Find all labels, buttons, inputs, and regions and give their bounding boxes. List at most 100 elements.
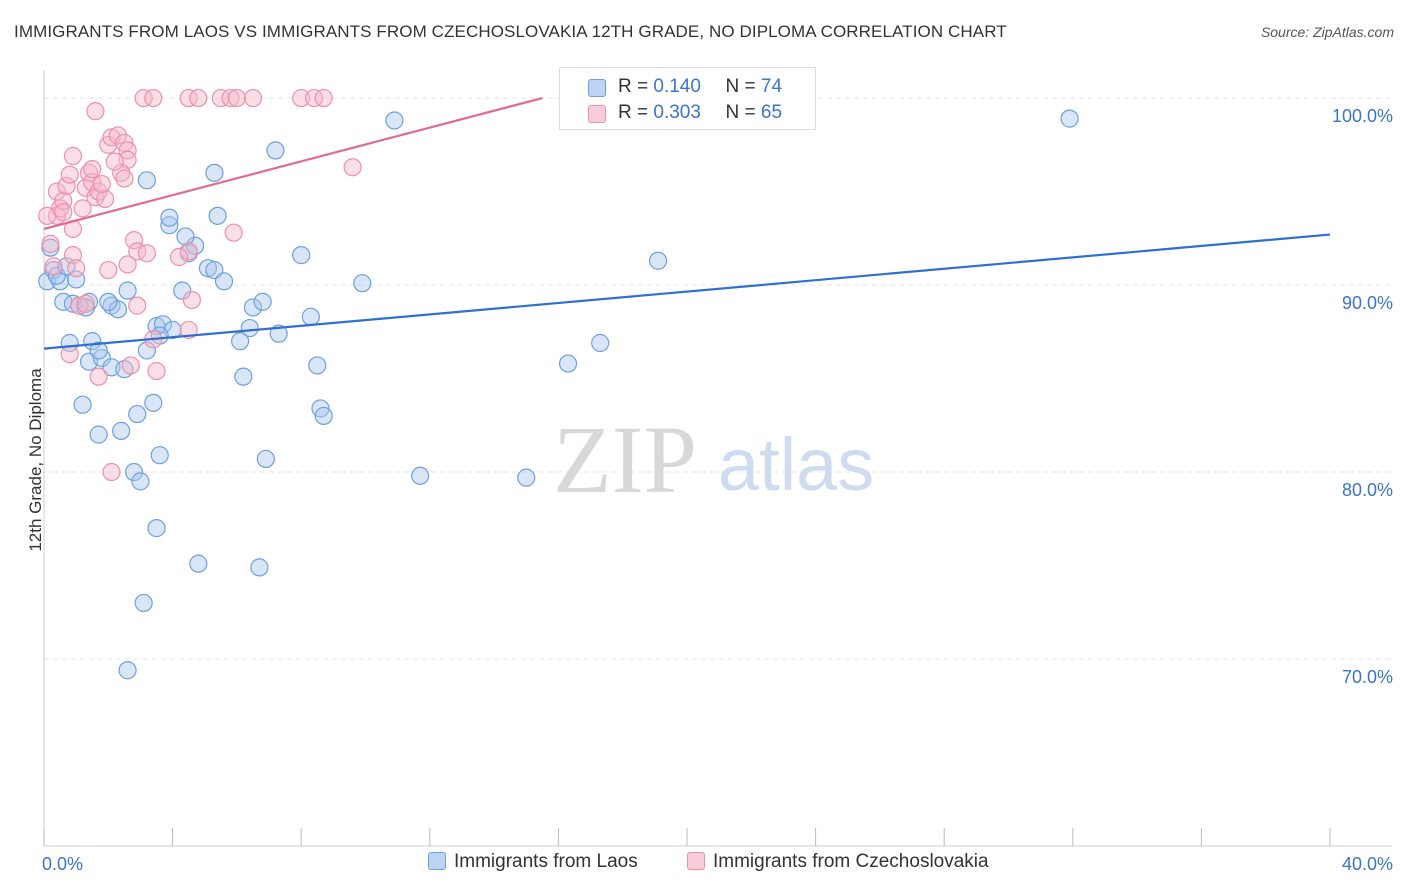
point-czech xyxy=(44,257,63,276)
point-czech xyxy=(63,146,83,166)
point-laos xyxy=(205,163,224,182)
point-laos xyxy=(234,367,253,386)
point-czech xyxy=(179,320,198,340)
point-laos xyxy=(648,251,668,270)
point-laos xyxy=(108,300,128,319)
point-czech xyxy=(76,294,95,313)
point-laos xyxy=(243,298,263,317)
legend-swatch-laos xyxy=(588,79,606,97)
x-tick-label: 0.0% xyxy=(42,854,83,874)
point-laos xyxy=(144,393,163,412)
point-czech xyxy=(182,290,201,310)
legend-n-label: N = xyxy=(725,76,756,97)
point-czech xyxy=(73,199,92,218)
point-laos xyxy=(214,272,234,291)
point-czech xyxy=(304,88,324,108)
watermark: ZIP atlas xyxy=(553,406,874,513)
point-laos xyxy=(50,272,70,291)
point-laos xyxy=(131,472,150,491)
point-czech xyxy=(102,462,121,482)
y-axis-label: 12th Grade, No Diploma xyxy=(26,368,45,552)
point-czech xyxy=(147,361,166,381)
point-czech xyxy=(60,345,79,364)
point-laos xyxy=(137,171,156,190)
point-czech xyxy=(134,88,153,108)
point-czech xyxy=(227,88,246,108)
y-tick-label: 100.0% xyxy=(1332,106,1393,126)
point-czech xyxy=(105,152,124,171)
legend-n-label: N = xyxy=(725,102,756,123)
point-czech xyxy=(169,247,189,267)
point-czech xyxy=(243,88,263,108)
point-laos xyxy=(314,406,333,426)
point-czech xyxy=(92,174,111,194)
point-laos xyxy=(231,332,250,351)
legend-row-czech: R = 0.303 N = 65 xyxy=(560,102,815,126)
point-czech xyxy=(38,206,57,225)
point-laos xyxy=(1060,109,1079,128)
point-laos xyxy=(134,593,153,613)
point-czech xyxy=(137,244,156,263)
legend-r-label: R = xyxy=(618,76,649,97)
point-laos xyxy=(250,558,269,577)
point-czech xyxy=(118,255,137,274)
watermark-zip: ZIP xyxy=(553,406,697,513)
point-czech xyxy=(86,102,105,121)
point-czech xyxy=(89,367,108,386)
point-laos xyxy=(256,449,275,469)
point-laos xyxy=(153,315,173,334)
point-czech xyxy=(41,234,60,253)
point-czech xyxy=(95,189,115,209)
point-czech xyxy=(47,182,66,201)
point-czech xyxy=(99,260,118,280)
legend-n-value-laos: 74 xyxy=(760,76,783,97)
point-laos xyxy=(308,356,327,375)
point-laos xyxy=(160,208,179,227)
point-laos xyxy=(176,227,195,246)
watermark-atlas: atlas xyxy=(718,423,874,506)
point-czech xyxy=(314,88,333,108)
point-laos xyxy=(128,404,147,424)
trend-line-czech xyxy=(43,96,543,231)
point-czech xyxy=(144,88,163,108)
point-laos xyxy=(189,554,208,573)
point-laos xyxy=(240,318,259,338)
point-czech xyxy=(115,169,134,188)
legend-r-value-laos: 0.140 xyxy=(653,76,701,97)
bottom-legend-label-laos: Immigrants from Laos xyxy=(454,851,638,872)
legend-r-value-czech: 0.303 xyxy=(653,102,701,123)
point-laos xyxy=(301,307,320,326)
point-czech xyxy=(54,203,73,222)
point-czech xyxy=(83,160,102,179)
trend-line-laos xyxy=(43,233,1331,350)
tick-labels: 70.0% 80.0% 90.0% 100.0% 0.0% 40.0% xyxy=(42,106,1393,874)
point-czech xyxy=(124,231,144,250)
x-tick-label: 40.0% xyxy=(1342,854,1393,874)
bottom-legend-laos: Immigrants from Laos xyxy=(428,851,638,873)
point-laos xyxy=(150,446,169,465)
bottom-legend-czech: Immigrants from Czechoslovakia xyxy=(687,851,989,873)
point-czech xyxy=(112,163,131,182)
y-tick-label: 80.0% xyxy=(1342,480,1393,500)
point-czech xyxy=(108,126,128,145)
y-tick-label: 70.0% xyxy=(1342,667,1393,687)
point-laos xyxy=(269,324,288,343)
point-czech xyxy=(343,158,362,177)
point-czech xyxy=(221,88,240,108)
point-laos xyxy=(89,341,108,360)
point-czech xyxy=(128,296,147,315)
bottom-legend-label-czech: Immigrants from Czechoslovakia xyxy=(713,851,989,872)
legend-swatch-czech xyxy=(588,105,606,123)
point-laos xyxy=(160,216,179,235)
y-tick-label: 90.0% xyxy=(1342,293,1393,313)
source-label: Source: ZipAtlas.com xyxy=(1260,24,1394,40)
point-czech xyxy=(179,242,198,261)
point-czech xyxy=(211,88,230,108)
point-laos xyxy=(292,246,311,265)
point-laos xyxy=(147,519,166,538)
point-laos xyxy=(137,341,156,360)
point-laos xyxy=(411,466,430,485)
point-laos xyxy=(208,206,227,225)
bottom-legend-swatch-czech xyxy=(687,852,705,870)
